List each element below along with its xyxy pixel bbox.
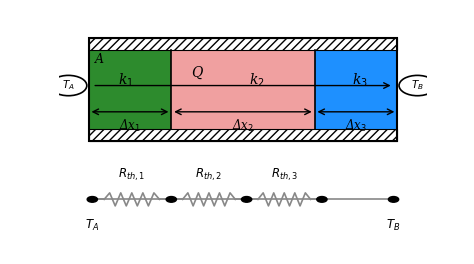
Text: k$_1$: k$_1$: [118, 71, 134, 89]
Text: $T_A$: $T_A$: [85, 218, 100, 233]
Circle shape: [241, 196, 252, 202]
Text: Δx$_1$: Δx$_1$: [119, 118, 141, 134]
Text: $T_B$: $T_B$: [411, 79, 424, 92]
Text: $R_{th,1}$: $R_{th,1}$: [118, 167, 146, 183]
Text: $T_A$: $T_A$: [62, 79, 75, 92]
Text: k$_3$: k$_3$: [352, 71, 368, 89]
Circle shape: [317, 196, 327, 202]
Bar: [89, 50, 171, 129]
Bar: [89, 129, 397, 142]
Text: Δx$_3$: Δx$_3$: [345, 118, 367, 134]
Bar: [315, 50, 397, 129]
Text: Δx$_2$: Δx$_2$: [232, 118, 254, 134]
Text: $R_{th,2}$: $R_{th,2}$: [195, 167, 223, 183]
Text: k$_2$: k$_2$: [249, 71, 265, 89]
Bar: [89, 38, 397, 50]
Circle shape: [166, 196, 176, 202]
Text: Q: Q: [191, 65, 203, 79]
Text: $R_{th,3}$: $R_{th,3}$: [271, 167, 298, 183]
Circle shape: [388, 196, 399, 202]
Circle shape: [50, 76, 87, 96]
Circle shape: [399, 76, 436, 96]
Bar: [171, 50, 315, 129]
Text: $T_B$: $T_B$: [386, 218, 401, 233]
Circle shape: [87, 196, 98, 202]
Text: A: A: [95, 53, 104, 66]
Bar: [89, 38, 397, 142]
